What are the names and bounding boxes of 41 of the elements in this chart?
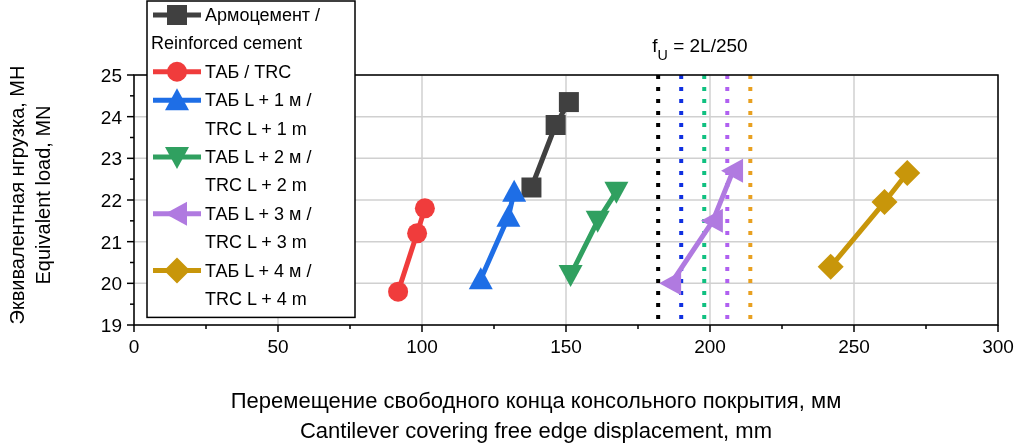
- point: [502, 179, 527, 202]
- x-tick-label: 200: [694, 336, 726, 357]
- legend-label: ТАБ L + 2 м / TRC L + 2 m: [205, 147, 312, 196]
- point: [388, 281, 409, 302]
- y-tick-label: 20: [100, 273, 122, 295]
- y-axis-title: Эквивалентная нгрузка, МН Equivalent load, MN: [6, 65, 54, 325]
- point: [414, 198, 435, 219]
- y-tick-label: 25: [100, 65, 122, 86]
- y-tick-label: 19: [100, 315, 122, 336]
- point: [871, 189, 898, 216]
- point: [407, 223, 428, 244]
- point: [521, 177, 542, 198]
- x-tick-label: 150: [550, 336, 582, 357]
- legend-label: ТАБ L + 1 м / TRC L + 1 m: [205, 90, 312, 139]
- legend-label: ТАБ L + 3 м / TRC L + 3 m: [205, 203, 312, 253]
- y-tick-label: 23: [100, 148, 122, 170]
- point: [585, 210, 610, 233]
- text: f$_{U}$ = 2L/250: [652, 35, 748, 63]
- legend-label: ТАБ L + 4 м / TRC L + 4 m: [205, 260, 312, 309]
- point: [817, 253, 844, 280]
- point: [659, 271, 682, 296]
- y-tick-label: 21: [100, 231, 122, 253]
- x-tick-label: 50: [267, 336, 289, 357]
- x-tick-label: 100: [406, 336, 438, 357]
- point: [468, 267, 493, 290]
- y-tick-label: 22: [100, 190, 122, 211]
- point: [558, 92, 579, 113]
- legend-label: ТАБ / TRC: [205, 61, 292, 82]
- point: [545, 115, 566, 135]
- x-tick-label: 0: [128, 336, 140, 357]
- point: [496, 204, 521, 227]
- point: [721, 158, 744, 183]
- legend-label: Армоцемент / Reinforced cement: [151, 5, 321, 54]
- point: [558, 265, 583, 287]
- x-tick-label: 250: [838, 336, 870, 357]
- x-axis-title: Перемещение свободного конца консольного покрытия, мм Cantilever covering free edge displacement, mm: [230, 388, 842, 443]
- point: [700, 208, 723, 233]
- point: [604, 181, 629, 204]
- point: [894, 159, 921, 186]
- y-tick-label: 24: [100, 106, 123, 128]
- x-tick-label: 300: [982, 336, 1014, 357]
